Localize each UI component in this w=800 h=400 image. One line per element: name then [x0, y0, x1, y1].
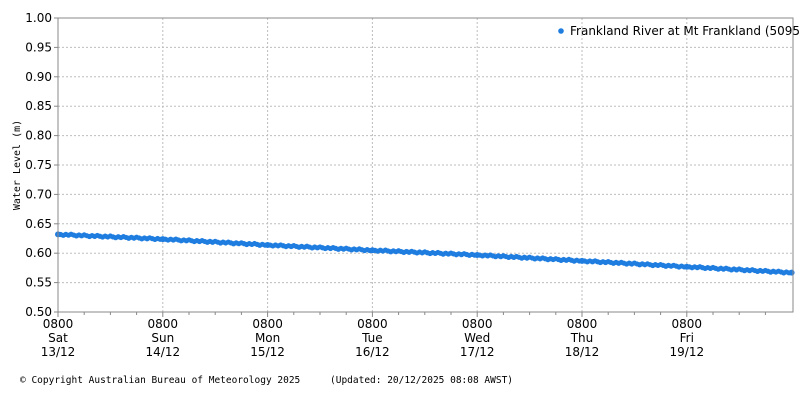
legend: Frankland River at Mt Frankland (509548)	[558, 24, 800, 38]
y-axis-ticks: 0.50 0.55 0.60 0.65 0.70 0.75 0.80 0.85 0.90 0.95…	[25, 11, 58, 319]
data-trace-point	[471, 252, 478, 258]
y-tick-label: 1.00	[25, 11, 52, 25]
grid-lines	[58, 18, 793, 312]
x-tick-label: 0800 Wed 17/12	[460, 317, 495, 359]
legend-marker	[558, 28, 564, 34]
y-tick-label: 0.50	[25, 305, 52, 319]
y-tick-label: 0.90	[25, 70, 52, 84]
legend-label: Frankland River at Mt Frankland (509548)	[570, 24, 800, 38]
y-tick-label: 0.85	[25, 99, 52, 113]
x-tick-label: 0800 Mon 15/12	[250, 317, 285, 359]
y-tick-label: 0.95	[25, 40, 52, 54]
y-axis-label: Water Level (m)	[12, 120, 23, 210]
data-trace-point	[367, 247, 373, 254]
x-tick-label: 0800 Sat 13/12	[41, 317, 76, 359]
y-tick-label: 0.65	[25, 217, 52, 231]
data-trace-point	[157, 236, 163, 242]
x-tick-label: 0800 Thu 18/12	[565, 317, 600, 359]
data-trace-point	[786, 270, 792, 276]
x-tick-label: 0800 Fri 19/12	[670, 317, 705, 359]
x-axis-ticks: 0800 Sat 13/12 0800 Sun 14/12 0800 Mon 15/12 0800…	[41, 312, 766, 359]
data-trace-point	[576, 258, 582, 264]
y-tick-label: 0.80	[25, 129, 52, 143]
x-tick-label: 0800 Sun 14/12	[146, 317, 181, 359]
y-tick-label: 0.60	[25, 246, 52, 260]
copyright-text: © Copyright Australian Bureau of Meteoro…	[20, 375, 300, 386]
y-tick-label: 0.75	[25, 158, 52, 172]
x-tick-label: 0800 Tue 16/12	[355, 317, 390, 359]
y-tick-label: 0.55	[25, 276, 52, 290]
data-points	[55, 231, 795, 276]
updated-text: (Updated: 20/12/2025 08:08 AWST)	[330, 375, 513, 386]
data-trace-point	[262, 242, 268, 248]
y-tick-label: 0.70	[25, 187, 52, 201]
data-trace-point	[681, 264, 687, 270]
